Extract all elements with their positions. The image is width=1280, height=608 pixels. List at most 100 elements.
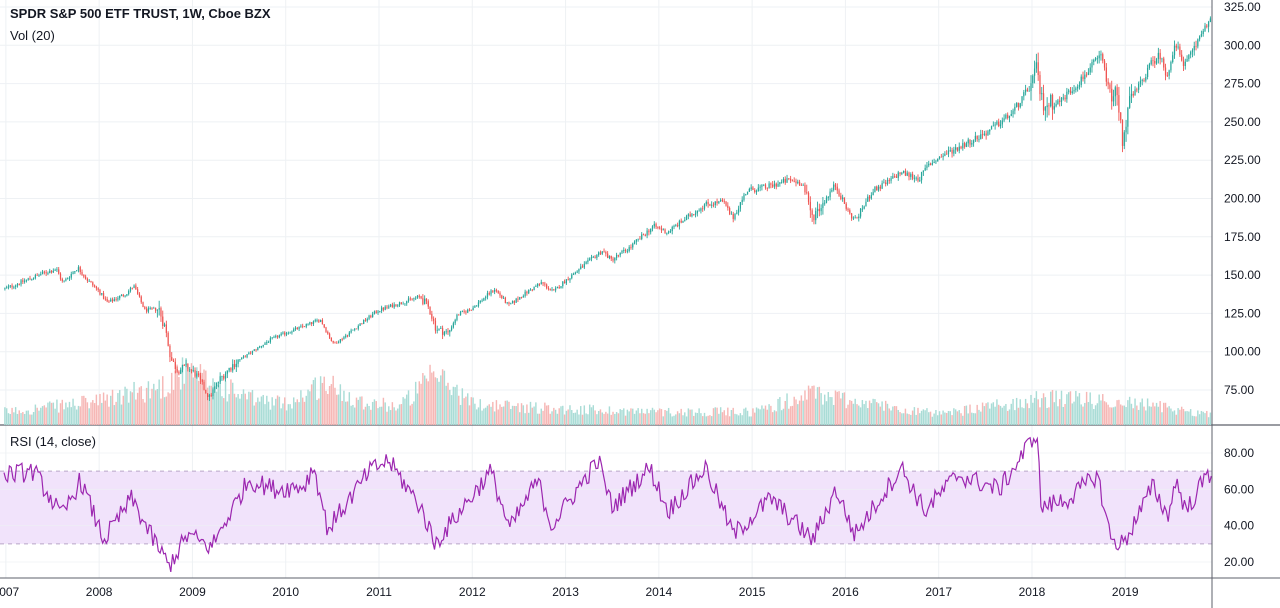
candle-body: [31, 278, 33, 280]
candle-body: [1048, 105, 1050, 107]
candle-body: [459, 312, 462, 316]
price-candles[interactable]: [4, 16, 1212, 401]
candle-body: [1209, 18, 1212, 22]
volume-bar: [388, 406, 390, 425]
candle-body: [833, 184, 835, 190]
candle-body: [76, 270, 78, 272]
volume-bar: [147, 381, 150, 425]
volume-bar: [649, 410, 652, 425]
candle-body: [483, 298, 485, 301]
volume-bar: [789, 406, 792, 425]
candle-body: [465, 311, 467, 313]
candle-body: [506, 302, 508, 304]
candle-body: [721, 199, 724, 201]
candle-body: [648, 230, 650, 233]
volume-bar: [160, 398, 162, 425]
candle-body: [413, 298, 415, 300]
candle-body: [1030, 83, 1032, 91]
candle-body: [569, 278, 571, 281]
candle-body: [836, 186, 838, 191]
candle-body: [922, 170, 924, 173]
candle-body: [13, 286, 15, 288]
candle-body: [93, 285, 96, 287]
volume-bar: [420, 383, 422, 425]
candle-body: [427, 301, 429, 307]
volume-bar: [583, 405, 586, 425]
candle-body: [415, 297, 417, 299]
candle-body: [825, 197, 828, 203]
candle-body: [791, 180, 794, 182]
volume-bar: [1173, 410, 1176, 425]
volume-bar: [249, 392, 252, 425]
volume-bar: [648, 413, 650, 425]
candle-body: [976, 135, 978, 140]
volume-bar: [221, 396, 223, 425]
candle-body: [978, 139, 980, 140]
candle-body: [492, 290, 494, 292]
volume-bar: [1188, 411, 1190, 425]
volume-bar: [43, 405, 46, 425]
candle-body: [666, 232, 668, 234]
candle-body: [1139, 80, 1142, 84]
volume-bar: [377, 408, 379, 425]
candle-body: [386, 306, 388, 308]
candle-body: [1150, 60, 1152, 65]
volume-bar: [307, 389, 309, 425]
candle-body: [775, 183, 777, 187]
candle-body: [418, 295, 420, 297]
candle-body: [377, 311, 379, 313]
volume-bar: [70, 407, 72, 425]
candle-body: [585, 262, 587, 264]
volume-bar: [366, 403, 368, 425]
rsi-pane[interactable]: [3, 436, 1212, 573]
candle-body: [903, 170, 905, 173]
candle-body: [321, 320, 324, 325]
candle-body: [818, 208, 820, 212]
volume-bar: [145, 387, 148, 425]
candle-body: [746, 191, 749, 195]
candle-body: [703, 204, 706, 209]
candle-body: [1123, 132, 1125, 146]
volume-bar: [994, 406, 996, 425]
volume-bar: [976, 404, 978, 425]
candle-body: [276, 335, 279, 338]
volume-bar: [540, 408, 542, 425]
volume-bar: [158, 379, 160, 425]
volume-bar: [978, 409, 980, 425]
candle-body: [1207, 21, 1210, 27]
candle-body: [937, 158, 939, 162]
candle-body: [1193, 46, 1195, 51]
volume-bar: [619, 409, 621, 425]
candle-body: [1091, 61, 1093, 68]
volume-bar: [771, 412, 774, 425]
candle-body: [189, 369, 191, 371]
candle-body: [110, 299, 112, 302]
volume-bar: [187, 369, 189, 425]
candle-body: [659, 227, 661, 229]
candle-body: [949, 149, 951, 151]
candle-body: [36, 275, 38, 276]
candle-body: [25, 279, 28, 281]
candle-body: [226, 370, 228, 374]
candle-body: [829, 191, 831, 198]
volume-bar: [156, 389, 159, 425]
volume-bar: [1128, 396, 1131, 425]
volume-bar: [617, 413, 620, 425]
volume-bar: [312, 380, 315, 425]
candle-body: [372, 313, 374, 318]
volume-bar: [1084, 402, 1086, 425]
candle-body: [886, 180, 889, 185]
volume-bar: [732, 407, 734, 425]
candle-body: [1060, 97, 1063, 102]
candle-body: [280, 333, 282, 336]
time-axis[interactable]: 2007 2008 2009 2010 2011 2012 2013 2014 2015 2016…: [0, 585, 1139, 599]
volume-bar: [413, 401, 415, 425]
volume-bar: [811, 385, 813, 425]
candle-body: [596, 255, 598, 259]
price-axis[interactable]: 325.00 300.00 275.00 250.00 225.00 200.00 175.…: [1224, 0, 1261, 569]
rsi-tick-label: 80.00: [1224, 446, 1254, 460]
volume-bar: [985, 403, 987, 425]
candle-body: [144, 307, 146, 309]
